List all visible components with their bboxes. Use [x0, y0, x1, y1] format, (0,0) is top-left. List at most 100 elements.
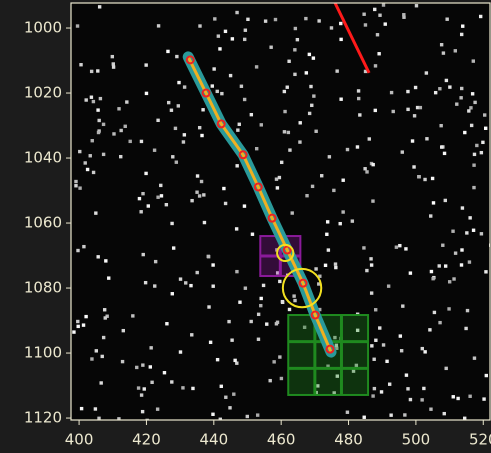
speck	[76, 319, 80, 324]
speck	[290, 211, 294, 215]
speck	[447, 280, 452, 284]
speck	[351, 369, 356, 373]
speck	[484, 373, 489, 378]
speck	[171, 246, 176, 250]
track-line	[186, 56, 333, 353]
speck	[84, 98, 88, 102]
speck	[482, 397, 486, 401]
speck	[414, 4, 419, 8]
speck	[339, 97, 343, 101]
highlight-circle	[281, 267, 323, 309]
speck	[110, 54, 115, 59]
speck	[403, 413, 407, 417]
x-tick-label: 500	[402, 431, 431, 449]
speck	[171, 155, 175, 159]
axes-frame	[70, 2, 491, 421]
speck	[479, 232, 484, 236]
speck	[223, 29, 228, 34]
speck	[288, 148, 292, 152]
speck	[90, 138, 94, 143]
overlay	[182, 3, 371, 396]
speck	[117, 107, 121, 111]
speck	[298, 121, 302, 125]
speck	[481, 140, 485, 145]
marker	[185, 55, 195, 65]
speck	[459, 96, 463, 100]
speck	[220, 91, 224, 96]
speck	[451, 229, 455, 233]
speck	[75, 24, 80, 28]
speck	[408, 271, 413, 275]
speck	[195, 174, 200, 178]
speck	[103, 316, 107, 320]
speck	[437, 264, 441, 268]
marker	[253, 182, 263, 192]
speck	[432, 310, 437, 315]
speck	[89, 95, 94, 99]
speck	[230, 338, 234, 342]
speck	[96, 69, 100, 73]
marker	[325, 344, 335, 354]
y-tick-label: 1020	[24, 84, 62, 102]
speck	[101, 152, 106, 157]
speck	[444, 78, 449, 83]
speck	[399, 349, 404, 353]
speck	[439, 43, 444, 47]
speck	[104, 259, 108, 263]
speck	[387, 382, 392, 386]
speck	[78, 186, 82, 190]
speck	[311, 56, 316, 60]
y-tick-label: 1100	[24, 344, 62, 362]
speck	[471, 59, 476, 63]
speck	[443, 264, 448, 268]
speck	[82, 244, 86, 249]
speck	[472, 356, 477, 360]
speck	[283, 109, 287, 114]
speck	[195, 270, 199, 275]
speck	[181, 140, 186, 144]
speck	[429, 269, 434, 274]
speck	[334, 265, 338, 270]
speck	[169, 108, 174, 112]
speck	[378, 326, 382, 330]
speck	[233, 358, 237, 363]
speck	[374, 338, 378, 342]
speck	[429, 407, 433, 411]
speck	[84, 314, 88, 319]
speck	[181, 386, 185, 390]
segment	[333, 3, 371, 74]
speck	[478, 14, 483, 19]
speck	[211, 412, 215, 416]
speck	[460, 206, 465, 210]
speck	[228, 406, 232, 410]
marker	[216, 119, 226, 129]
speck	[483, 126, 488, 130]
speck	[307, 111, 312, 116]
speck	[425, 137, 429, 141]
speck	[438, 320, 442, 325]
speck	[237, 122, 241, 126]
speck	[137, 196, 142, 201]
speck	[472, 163, 476, 167]
speck	[166, 49, 170, 54]
speck	[239, 84, 244, 88]
speck	[142, 387, 146, 391]
speck	[170, 380, 174, 384]
speck	[93, 407, 98, 411]
speck	[272, 360, 276, 364]
speck	[96, 108, 100, 112]
speck	[373, 308, 378, 312]
speck	[259, 303, 263, 308]
speck	[148, 365, 153, 369]
speck	[111, 62, 115, 66]
speck	[215, 89, 219, 94]
speck	[227, 319, 231, 324]
speck	[76, 248, 80, 253]
speck	[208, 340, 213, 345]
speck	[166, 100, 171, 105]
speck	[150, 380, 154, 385]
speck	[175, 54, 179, 59]
speck	[362, 12, 366, 16]
speck	[123, 124, 127, 129]
speck	[182, 85, 187, 89]
